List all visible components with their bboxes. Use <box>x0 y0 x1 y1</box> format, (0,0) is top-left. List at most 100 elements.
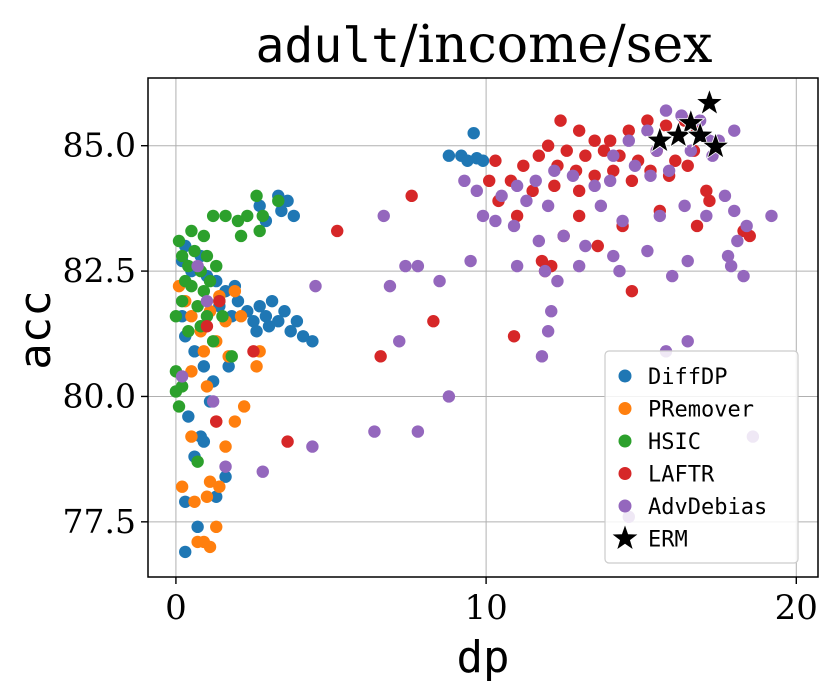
data-point <box>724 259 738 273</box>
data-point <box>253 224 266 238</box>
data-point <box>411 425 425 438</box>
data-point <box>607 149 620 162</box>
data-point <box>532 149 546 162</box>
data-point <box>545 305 558 318</box>
data-point <box>185 430 198 443</box>
data-point <box>718 189 732 203</box>
legend: DiffDP PRemover HSIC LAFTR AdvDebias ERM <box>604 350 799 564</box>
erm-star-point <box>676 107 706 136</box>
x-tick-label: 10 <box>464 588 507 628</box>
data-point <box>393 335 406 348</box>
data-point <box>597 144 611 157</box>
data-point <box>538 264 552 278</box>
data-point <box>470 184 483 198</box>
data-point <box>681 335 694 348</box>
data-point <box>234 310 248 323</box>
data-point <box>700 209 713 223</box>
data-point <box>461 154 474 167</box>
data-point <box>197 360 211 373</box>
data-point <box>433 274 446 288</box>
data-point <box>458 174 471 188</box>
legend-box <box>604 350 799 564</box>
data-point <box>374 350 387 363</box>
data-point <box>591 239 604 253</box>
data-point <box>265 294 279 308</box>
data-point <box>594 199 608 213</box>
data-point <box>272 315 285 328</box>
data-point <box>526 184 539 198</box>
data-point <box>560 144 573 157</box>
data-point <box>721 249 735 263</box>
data-point <box>740 219 753 233</box>
data-point <box>225 350 238 363</box>
data-point <box>442 149 456 162</box>
data-point <box>678 199 691 213</box>
data-point <box>256 209 269 223</box>
data-point <box>743 229 756 243</box>
data-point <box>241 209 254 223</box>
legend-marker <box>618 402 632 415</box>
data-point <box>666 269 679 283</box>
data-point <box>737 269 750 283</box>
data-point <box>191 455 204 468</box>
data-point <box>476 209 490 223</box>
legend-label: LAFTR <box>648 463 715 488</box>
data-point <box>175 480 189 493</box>
data-point <box>200 310 214 323</box>
data-point <box>206 209 220 223</box>
data-point <box>557 229 570 243</box>
data-point <box>200 490 214 503</box>
data-point <box>197 345 211 358</box>
data-point <box>275 204 288 218</box>
data-point <box>262 320 276 333</box>
data-point <box>234 229 248 243</box>
data-point <box>535 254 549 268</box>
data-point <box>572 124 586 137</box>
erm-star-point <box>685 120 715 148</box>
data-point <box>616 214 629 228</box>
data-point <box>197 535 211 549</box>
data-point <box>175 294 189 308</box>
data-point <box>197 229 211 243</box>
data-point <box>169 385 183 398</box>
data-point <box>684 144 698 157</box>
data-point <box>532 234 546 248</box>
data-point <box>222 360 235 373</box>
data-point <box>483 174 496 188</box>
data-point <box>216 310 229 323</box>
data-point <box>603 174 617 188</box>
data-point <box>551 274 564 288</box>
series-laftr <box>200 114 756 448</box>
data-point <box>259 310 273 323</box>
data-point <box>588 134 601 147</box>
legend-marker <box>618 369 632 383</box>
legend-marker <box>618 434 632 448</box>
data-point <box>228 284 242 298</box>
legend-label: HSIC <box>648 430 701 455</box>
data-point <box>529 174 542 188</box>
data-point <box>306 440 319 453</box>
data-point <box>681 159 694 172</box>
data-point <box>185 224 198 238</box>
data-point <box>541 139 555 152</box>
data-point <box>603 134 617 147</box>
data-point <box>284 325 297 338</box>
data-point <box>296 330 310 343</box>
scatter-points <box>169 87 778 559</box>
series-hsic <box>169 189 285 468</box>
data-point <box>281 435 294 448</box>
legend-label: ERM <box>648 528 688 553</box>
data-point <box>200 294 214 308</box>
data-point <box>188 495 201 508</box>
y-tick-label: 82.5 <box>63 251 136 290</box>
data-point <box>197 435 211 448</box>
y-tick-label: 77.5 <box>63 502 136 541</box>
data-point <box>250 360 263 373</box>
y-axis-label: acc <box>10 290 61 369</box>
data-point <box>517 159 530 172</box>
data-point <box>191 259 204 273</box>
data-point <box>607 249 620 263</box>
data-point <box>607 164 620 177</box>
data-point <box>175 370 189 383</box>
data-point <box>182 259 195 273</box>
